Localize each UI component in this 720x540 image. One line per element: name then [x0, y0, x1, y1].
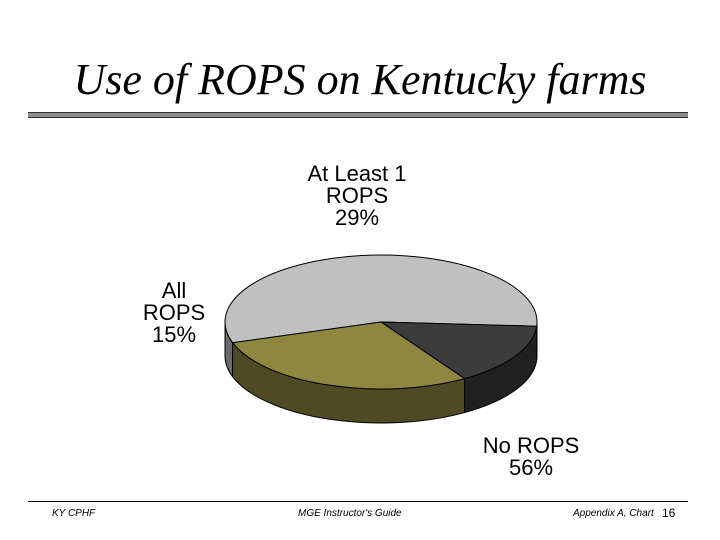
pie-slice-0 [224, 254, 538, 344]
pie-slice-1-label: All ROPS 15% [143, 278, 205, 347]
pie-slice-0-label: No ROPS 56% [483, 433, 580, 480]
footer-divider [28, 501, 688, 502]
page-number: 16 [662, 506, 676, 520]
pie-slice-2-label-line: 29% [335, 205, 379, 230]
pie-slice-2 [231, 321, 466, 390]
pie-slice-2-label-line: At Least 1 [307, 161, 406, 186]
pie-slice-2-label-line: ROPS [326, 183, 388, 208]
pie-slice-1-label-line: ROPS [143, 300, 205, 325]
pie-slice-1-label-line: All [162, 278, 186, 303]
pie-slice-0-label-line: No ROPS [483, 433, 580, 458]
pie-labels: No ROPS 56%All ROPS 15%At Least 1 ROPS 29% [143, 161, 579, 480]
pie-slices [224, 254, 538, 390]
pie-slice-1 [379, 321, 538, 380]
pie-slice-0-label-line: 56% [509, 455, 553, 480]
footer-appendix: Appendix A, Chart [573, 508, 654, 519]
footer-source: KY CPHF [52, 508, 96, 519]
title-divider [28, 112, 688, 118]
footer-guide: MGE Instructor's Guide [298, 508, 402, 519]
pie-slice-1-label-line: 15% [152, 322, 196, 347]
pie-slice-2-label: At Least 1 ROPS 29% [307, 161, 406, 230]
slide-title: Use of ROPS on Kentucky farms [73, 55, 647, 104]
